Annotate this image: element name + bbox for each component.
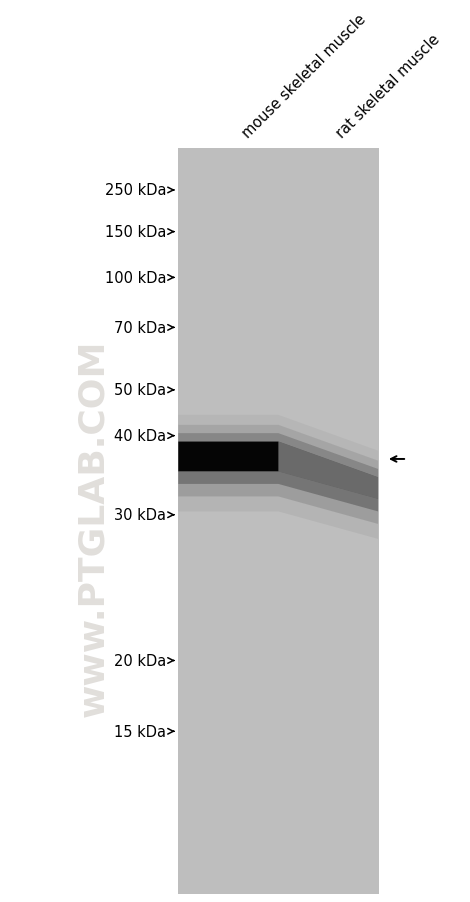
Text: 250 kDa: 250 kDa <box>105 183 166 198</box>
Polygon shape <box>178 434 378 478</box>
Text: 100 kDa: 100 kDa <box>105 271 166 286</box>
Bar <box>178 149 379 894</box>
Text: www.PTGLAB.COM: www.PTGLAB.COM <box>77 339 110 716</box>
Polygon shape <box>178 472 378 524</box>
Polygon shape <box>178 426 378 478</box>
Text: rat skeletal muscle: rat skeletal muscle <box>333 32 443 141</box>
Text: 40 kDa: 40 kDa <box>114 428 166 444</box>
Text: 70 kDa: 70 kDa <box>114 320 166 336</box>
Text: 20 kDa: 20 kDa <box>114 653 166 668</box>
Text: 150 kDa: 150 kDa <box>105 225 166 240</box>
Text: 50 kDa: 50 kDa <box>114 383 166 398</box>
Polygon shape <box>278 442 378 500</box>
Polygon shape <box>178 472 378 539</box>
Text: 30 kDa: 30 kDa <box>114 508 166 522</box>
Polygon shape <box>178 442 378 500</box>
Polygon shape <box>178 472 378 511</box>
Text: mouse skeletal muscle: mouse skeletal muscle <box>240 12 369 141</box>
Text: 15 kDa: 15 kDa <box>114 724 166 739</box>
